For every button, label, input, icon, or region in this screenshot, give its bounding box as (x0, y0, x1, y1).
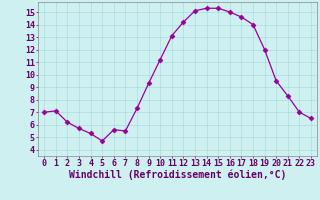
X-axis label: Windchill (Refroidissement éolien,°C): Windchill (Refroidissement éolien,°C) (69, 170, 286, 180)
